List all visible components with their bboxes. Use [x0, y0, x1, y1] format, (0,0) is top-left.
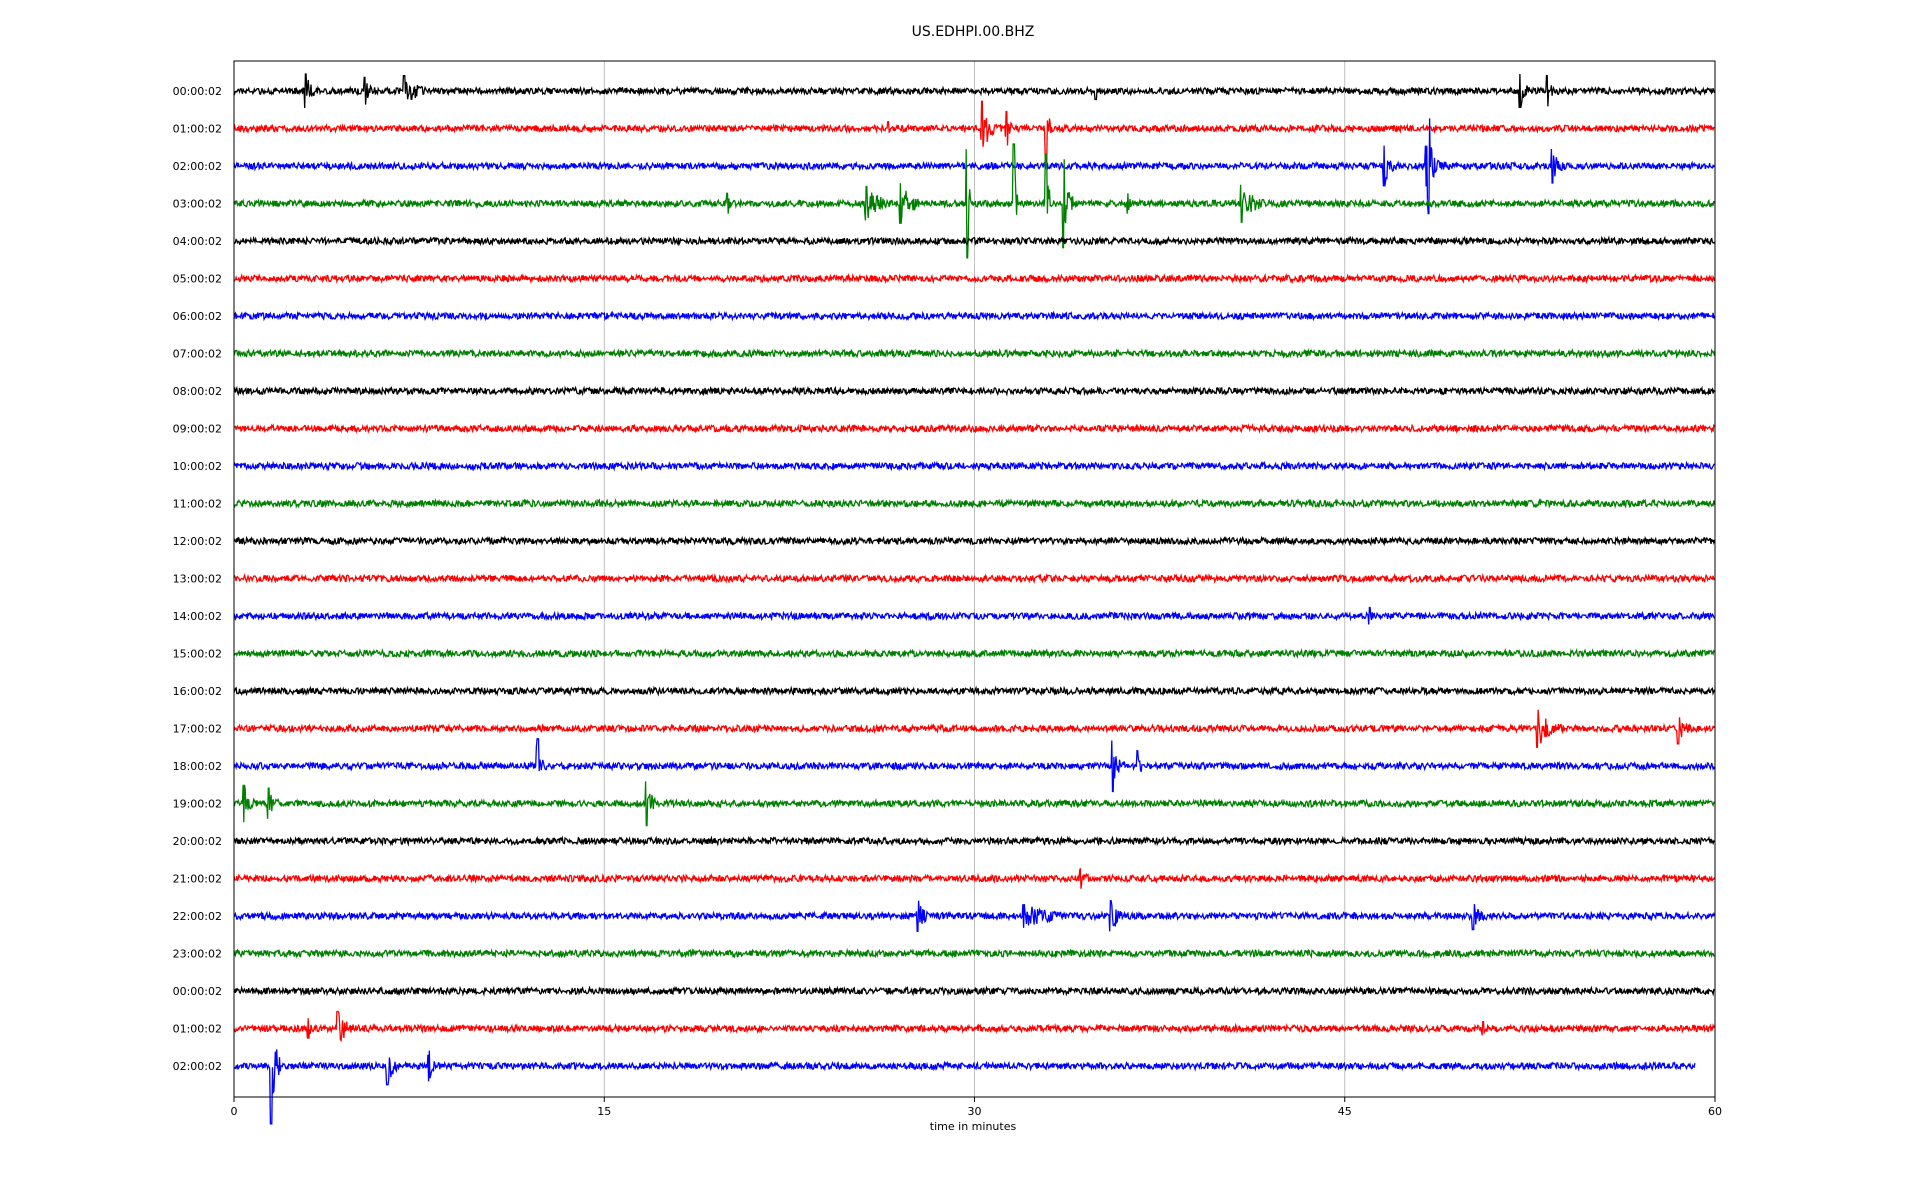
trace-row-18 [233, 738, 1716, 793]
trace-row-17 [233, 709, 1716, 748]
trace-row-8 [233, 385, 1716, 397]
row-time-label: 01:00:02 [173, 1023, 222, 1036]
row-time-label: 09:00:02 [173, 423, 222, 436]
seismic-traces [233, 73, 1716, 1125]
trace-row-2 [233, 118, 1716, 215]
chart-title: US.EDHPI.00.BHZ [912, 24, 1035, 40]
trace-row-20 [233, 835, 1716, 847]
row-time-label: 21:00:02 [173, 873, 222, 886]
row-time-label: 16:00:02 [173, 685, 222, 698]
row-time-label: 07:00:02 [173, 348, 222, 361]
row-time-label: 14:00:02 [173, 610, 222, 623]
trace-row-22 [233, 900, 1716, 932]
row-time-label: 04:00:02 [173, 235, 222, 248]
trace-row-19 [233, 781, 1716, 827]
x-tick-label: 45 [1338, 1105, 1352, 1118]
row-time-label: 17:00:02 [173, 723, 222, 736]
trace-row-23 [233, 947, 1715, 960]
row-time-label: 19:00:02 [173, 798, 222, 811]
trace-row-4 [233, 235, 1716, 247]
trace-row-21 [233, 868, 1716, 889]
trace-row-26 [233, 1049, 1696, 1125]
x-tick-label: 60 [1708, 1105, 1722, 1118]
row-time-label: 18:00:02 [173, 760, 222, 773]
row-time-label: 01:00:02 [173, 123, 222, 136]
trace-row-6 [233, 310, 1716, 322]
x-axis: 0 15 30 45 60 [231, 1097, 1722, 1118]
row-time-label: 10:00:02 [173, 460, 222, 473]
row-time-label: 00:00:02 [173, 85, 222, 98]
row-time-label: 15:00:02 [173, 648, 222, 661]
trace-row-16 [233, 685, 1716, 697]
trace-row-5 [233, 272, 1716, 285]
row-time-labels: 00:00:02 01:00:02 02:00:02 03:00:02 04:00:02… [173, 85, 222, 1073]
row-time-label: 06:00:02 [173, 310, 222, 323]
x-tick-label: 15 [597, 1105, 611, 1118]
x-tick-label: 30 [968, 1105, 982, 1118]
row-time-label: 23:00:02 [173, 948, 222, 961]
trace-row-7 [233, 347, 1716, 360]
row-time-label: 05:00:02 [173, 273, 222, 286]
trace-row-12 [233, 535, 1716, 547]
row-time-label: 12:00:02 [173, 535, 222, 548]
trace-row-10 [233, 460, 1715, 472]
row-time-label: 03:00:02 [173, 198, 222, 211]
row-time-label: 11:00:02 [173, 498, 222, 511]
row-time-label: 22:00:02 [173, 910, 222, 923]
row-time-label: 02:00:02 [173, 1060, 222, 1073]
trace-row-3 [233, 143, 1716, 259]
row-time-label: 02:00:02 [173, 160, 222, 173]
trace-row-9 [233, 422, 1716, 434]
trace-row-15 [233, 647, 1716, 660]
row-time-label: 20:00:02 [173, 835, 222, 848]
trace-row-14 [233, 606, 1716, 625]
trace-row-11 [233, 497, 1716, 510]
x-tick-label: 0 [231, 1105, 238, 1118]
x-axis-label: time in minutes [930, 1120, 1017, 1133]
trace-row-13 [233, 572, 1716, 585]
trace-row-25 [233, 1010, 1716, 1043]
trace-row-0 [233, 73, 1716, 109]
row-time-label: 08:00:02 [173, 385, 222, 398]
row-time-label: 13:00:02 [173, 573, 222, 586]
row-time-label: 00:00:02 [173, 985, 222, 998]
trace-row-1 [233, 100, 1715, 164]
trace-row-24 [233, 985, 1715, 997]
